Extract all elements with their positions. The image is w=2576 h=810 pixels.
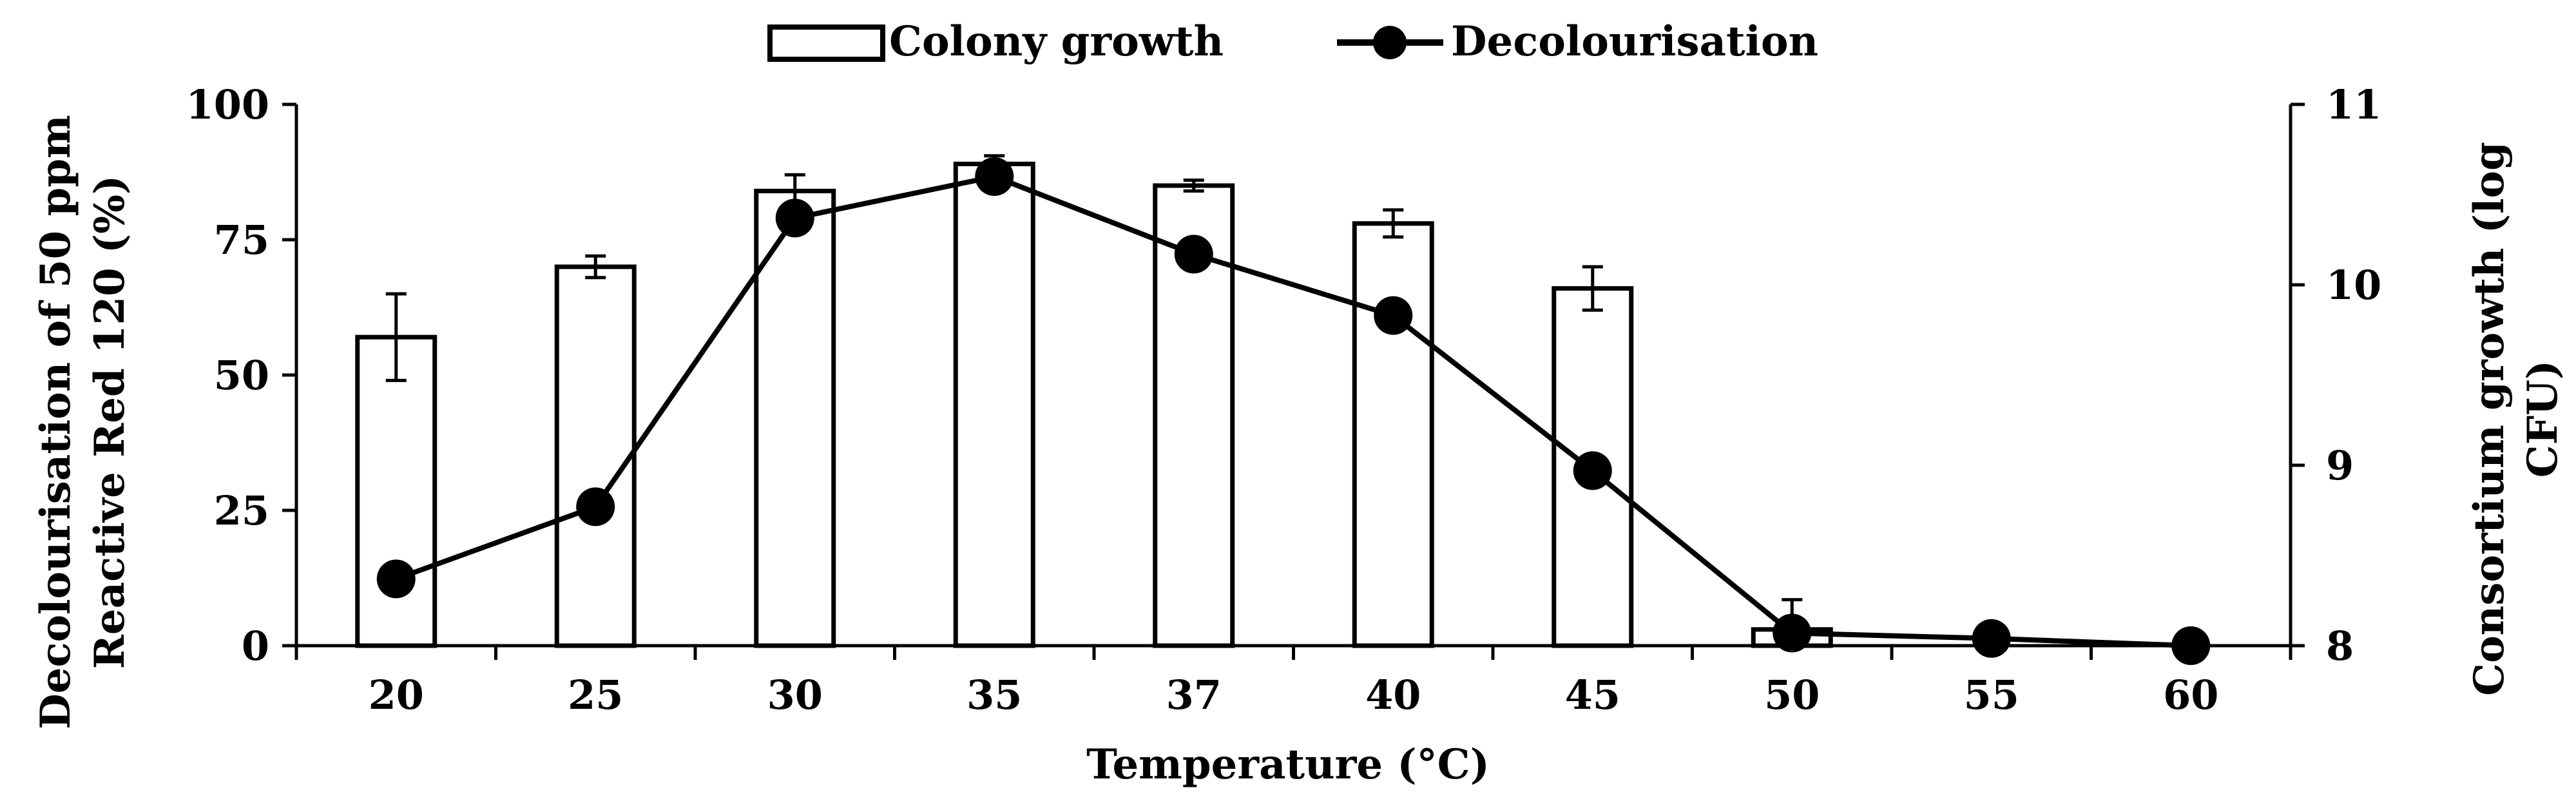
x-tick-label: 60: [2163, 671, 2218, 718]
y-left-title-line1: Decolourisation of 50 ppm: [32, 115, 80, 729]
y-right-tick-label: 8: [2326, 622, 2354, 670]
y-left-tick-label: 50: [214, 352, 269, 399]
x-tick-label: 45: [1565, 671, 1620, 718]
x-tick-label: 40: [1365, 671, 1421, 718]
y-left-tick-label: 75: [214, 217, 269, 264]
x-tick-label: 30: [767, 671, 823, 718]
legend: Colony growth Decolourisation: [767, 17, 1818, 66]
y-left-tick-label: 25: [214, 487, 269, 534]
legend-line-marker: [1373, 26, 1407, 59]
point-decolourisation: [576, 487, 615, 526]
point-decolourisation: [1972, 619, 2011, 658]
x-tick-label: 50: [1764, 671, 1820, 718]
point-decolourisation: [975, 157, 1014, 196]
x-tick-label: 55: [1964, 671, 2019, 718]
point-decolourisation: [376, 559, 416, 599]
line-decolourisation: [395, 174, 2191, 648]
point-decolourisation: [1374, 296, 1413, 335]
point-decolourisation: [1573, 451, 1612, 490]
y-left-tick-label: 100: [186, 81, 269, 128]
point-decolourisation: [2171, 626, 2211, 665]
legend-label-bars: Colony growth: [889, 17, 1224, 66]
y-right-title-line1: Consortium growth (log: [2465, 142, 2514, 696]
bar-colony-growth: [355, 334, 437, 648]
y-right-title-line2: CFU): [2519, 360, 2567, 477]
legend-label-line: Decolourisation: [1451, 17, 1818, 66]
y-right-tick-label: 10: [2326, 262, 2381, 309]
y-left-tick-label: 0: [242, 622, 269, 670]
legend-bar-swatch: [767, 24, 885, 62]
y-right-tick-label: 11: [2326, 81, 2381, 128]
x-tick-label: 35: [966, 671, 1022, 718]
bar-colony-growth: [1352, 221, 1434, 648]
x-tick-label: 20: [369, 671, 424, 718]
x-tick-label: 25: [568, 671, 623, 718]
point-decolourisation: [1773, 613, 1812, 653]
point-decolourisation: [775, 198, 814, 238]
plot-area: 0 25 50 75 100 8 9 10 11 20 25 30 35 37 40 45 50 55 60: [186, 81, 2382, 718]
y-left-title-line2: Reactive Red 120 (%): [86, 175, 134, 670]
x-axis-title: Temperature (°C): [1086, 740, 1490, 789]
bar-colony-growth: [554, 264, 637, 648]
point-decolourisation: [1174, 235, 1213, 274]
bar-colony-growth: [953, 161, 1035, 648]
x-tick-label: 37: [1166, 671, 1222, 718]
bar-colony-growth: [754, 188, 836, 648]
y-right-tick-label: 9: [2326, 442, 2354, 489]
